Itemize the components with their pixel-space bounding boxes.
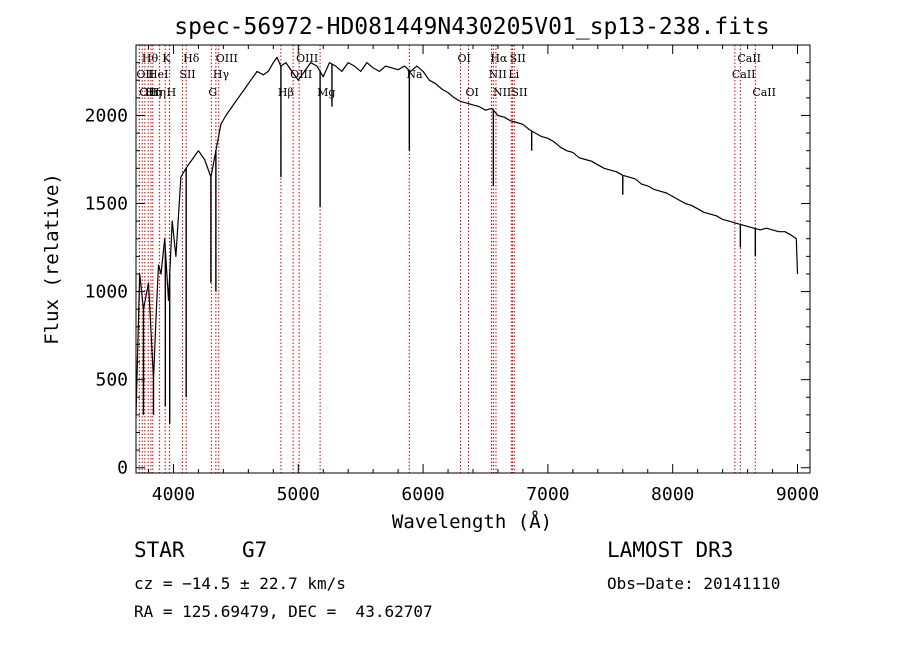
line-marker-label: OIII [216,52,238,65]
x-axis: 4000 5000 6000 7000 8000 9000 [147,45,819,505]
line-marker-label: CaII [732,68,756,81]
spectrum-line [135,56,799,415]
x-tick-label: 7000 [526,484,569,505]
line-marker-label: Hη [150,86,166,99]
x-tick-label: 4000 [152,484,195,505]
y-tick-label: 500 [95,370,128,391]
y-tick-label: 1500 [85,194,128,215]
line-markers [138,45,756,473]
line-marker-label: OIII [296,52,318,65]
line-marker-label: OII [139,86,157,99]
coordinates: RA = 125.69479, DEC = 43.62707 [134,602,433,621]
line-marker-label: OII [136,68,154,81]
line-marker-label: NII [493,86,511,99]
line-marker-label: Li [508,68,519,81]
line-marker-label: Hγ [213,68,230,81]
x-tick-label: 9000 [776,484,819,505]
line-marker-label: Hθ [142,52,159,65]
line-marker-label: K [162,52,171,65]
survey-name: LAMOST DR3 [607,538,734,562]
line-marker-label: OI [458,52,471,65]
plot-frame [135,44,811,474]
line-marker-label: SII [510,52,526,65]
line-marker-label: Hη [145,86,161,99]
y-tick-label: 1000 [85,282,128,303]
x-tick-label: 5000 [277,484,320,505]
chart-title: spec-56972-HD081449N430205V01_sp13-238.f… [174,14,769,40]
y-tick-label: 0 [117,458,128,479]
line-marker-label: H [167,86,177,99]
x-tick-label: 8000 [651,484,694,505]
line-marker-label: SII [511,86,527,99]
line-marker-label: HeI [148,68,168,81]
x-tick-label: 6000 [401,484,444,505]
y-axis-label: Flux (relative) [41,173,63,345]
redshift-value: cz = −14.5 ± 22.7 km/s [134,574,346,593]
line-marker-label: SII [179,68,195,81]
line-marker-label: Hδ [183,52,200,65]
object-type: STAR [134,538,185,562]
y-tick-label: 2000 [85,105,128,126]
line-marker-label: G [208,86,217,99]
line-marker-label: Hβ [278,86,294,99]
line-marker-label: NII [488,68,506,81]
observation-date: Obs−Date: 20141110 [607,574,781,593]
line-marker-label: OI [466,86,479,99]
line-marker-label: CaII [752,86,776,99]
line-marker-label: OIII [290,68,312,81]
y-axis: 0 500 1000 1500 2000 [85,44,810,479]
marker-labels: OIIOIIHθHηHeIHηKHSIIHδGHγOIIIHβOIIIOIIIM… [136,52,776,99]
line-marker-label: CaII [737,52,761,65]
line-marker-label: Hα [490,52,508,65]
absorption-dips [142,64,757,424]
spectral-subclass: G7 [242,538,268,562]
line-marker-label: Mg [317,86,335,99]
x-axis-label: Wavelength (Å) [392,510,552,533]
